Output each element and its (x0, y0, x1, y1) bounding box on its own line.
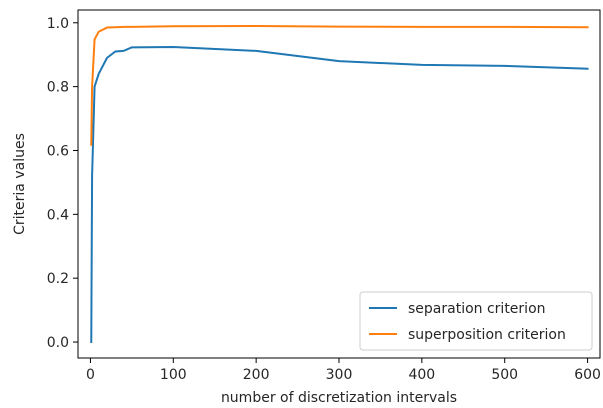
x-tick-label-5: 500 (491, 367, 518, 383)
x-axis-label: number of discretization intervals (221, 390, 457, 406)
x-tick-label-2: 200 (243, 367, 270, 383)
x-tick-label-1: 100 (160, 367, 187, 383)
legend-box (359, 291, 593, 351)
y-tick-label-4: 0.8 (47, 80, 69, 96)
plot-lines (90, 24, 589, 344)
y-tick-label-1: 0.2 (47, 271, 69, 287)
series-line-1 (90, 24, 589, 146)
legend-label-1: superposition criterion (408, 327, 566, 343)
y-tick-label-2: 0.4 (47, 207, 69, 223)
x-tick-label-0: 0 (86, 367, 95, 383)
y-tick-label-0: 0.0 (47, 335, 69, 351)
y-axis-label: Criteria values (12, 133, 28, 235)
x-axis-ticks: 0 100 200 300 400 500 600 (86, 358, 601, 383)
legend: separation criterion superposition criter… (359, 291, 593, 351)
y-tick-label-3: 0.6 (47, 143, 69, 159)
x-tick-label-3: 300 (326, 367, 353, 383)
x-tick-label-4: 400 (408, 367, 435, 383)
y-axis-ticks: 0.0 0.2 0.4 0.6 0.8 1.0 (47, 16, 78, 351)
series-line-0 (90, 46, 589, 344)
legend-label-0: separation criterion (408, 301, 546, 317)
y-tick-label-5: 1.0 (47, 16, 69, 32)
x-tick-label-6: 600 (574, 367, 601, 383)
